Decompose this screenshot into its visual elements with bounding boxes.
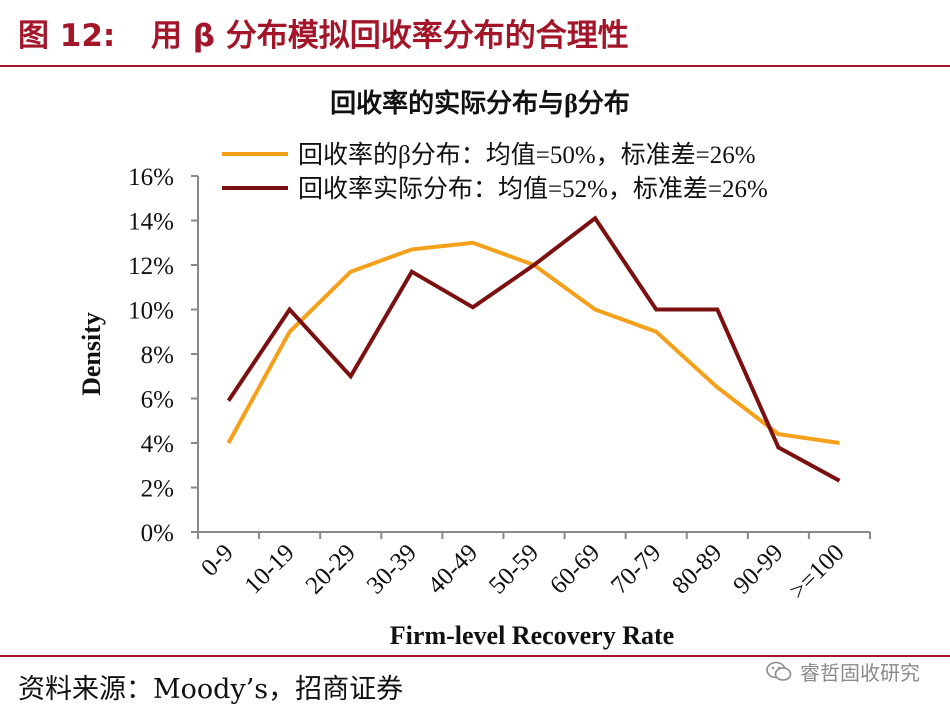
x-tick-label: 40-49 xyxy=(423,539,483,599)
y-tick-label: 14% xyxy=(128,209,174,236)
y-tick-label: 16% xyxy=(128,164,174,191)
watermark-text: 睿哲固收研究 xyxy=(800,661,920,685)
x-tick-label: 20-29 xyxy=(301,539,361,599)
x-tick-label: >=100 xyxy=(784,539,850,605)
y-axis-label: Density xyxy=(77,312,106,396)
x-tick-label: 70-79 xyxy=(606,539,666,599)
y-tick-label: 6% xyxy=(141,387,174,414)
wechat-icon xyxy=(766,661,792,681)
x-tick-label: 0-9 xyxy=(196,539,239,582)
y-tick-label: 12% xyxy=(128,253,174,280)
x-tick-label: 80-89 xyxy=(667,539,727,599)
title-divider xyxy=(0,65,950,67)
legend-label-2: 回收率实际分布：均值=52%，标准差=26% xyxy=(298,175,768,203)
figure-title: 图 12: 用 β 分布模拟回收率分布的合理性 xyxy=(18,10,629,55)
x-axis-label: Firm-level Recovery Rate xyxy=(390,621,674,650)
chart-title: 回收率的实际分布与β分布 xyxy=(330,88,630,118)
x-tick-label: 30-39 xyxy=(362,539,422,599)
series-line-2 xyxy=(226,215,841,483)
y-tick-label: 8% xyxy=(141,342,174,369)
x-tick-label: 50-59 xyxy=(484,539,544,599)
x-tick-label: 60-69 xyxy=(545,539,605,599)
legend-label-1: 回收率的β分布：均值=50%，标准差=26% xyxy=(298,141,756,169)
x-tick-label: 10-19 xyxy=(240,539,300,599)
footer-divider xyxy=(0,655,950,657)
y-tick-label: 4% xyxy=(141,431,174,458)
source-note: 资料来源：Moody’s，招商证券 xyxy=(18,674,404,705)
chart-area: 回收率的实际分布与β分布 0% 2% 4% 6% 8% 10% 12% 14% 16% 0-9 10-… xyxy=(77,88,871,650)
x-tick-label: 90-99 xyxy=(728,539,788,599)
y-tick-label: 0% xyxy=(141,520,174,547)
figure-title-text: 用 β 分布模拟回收率分布的合理性 xyxy=(150,18,629,54)
watermark: 睿哲固收研究 xyxy=(766,657,920,686)
y-tick-label: 10% xyxy=(128,298,174,325)
figure-label: 图 12: xyxy=(18,18,116,54)
y-tick-label: 2% xyxy=(141,476,174,503)
